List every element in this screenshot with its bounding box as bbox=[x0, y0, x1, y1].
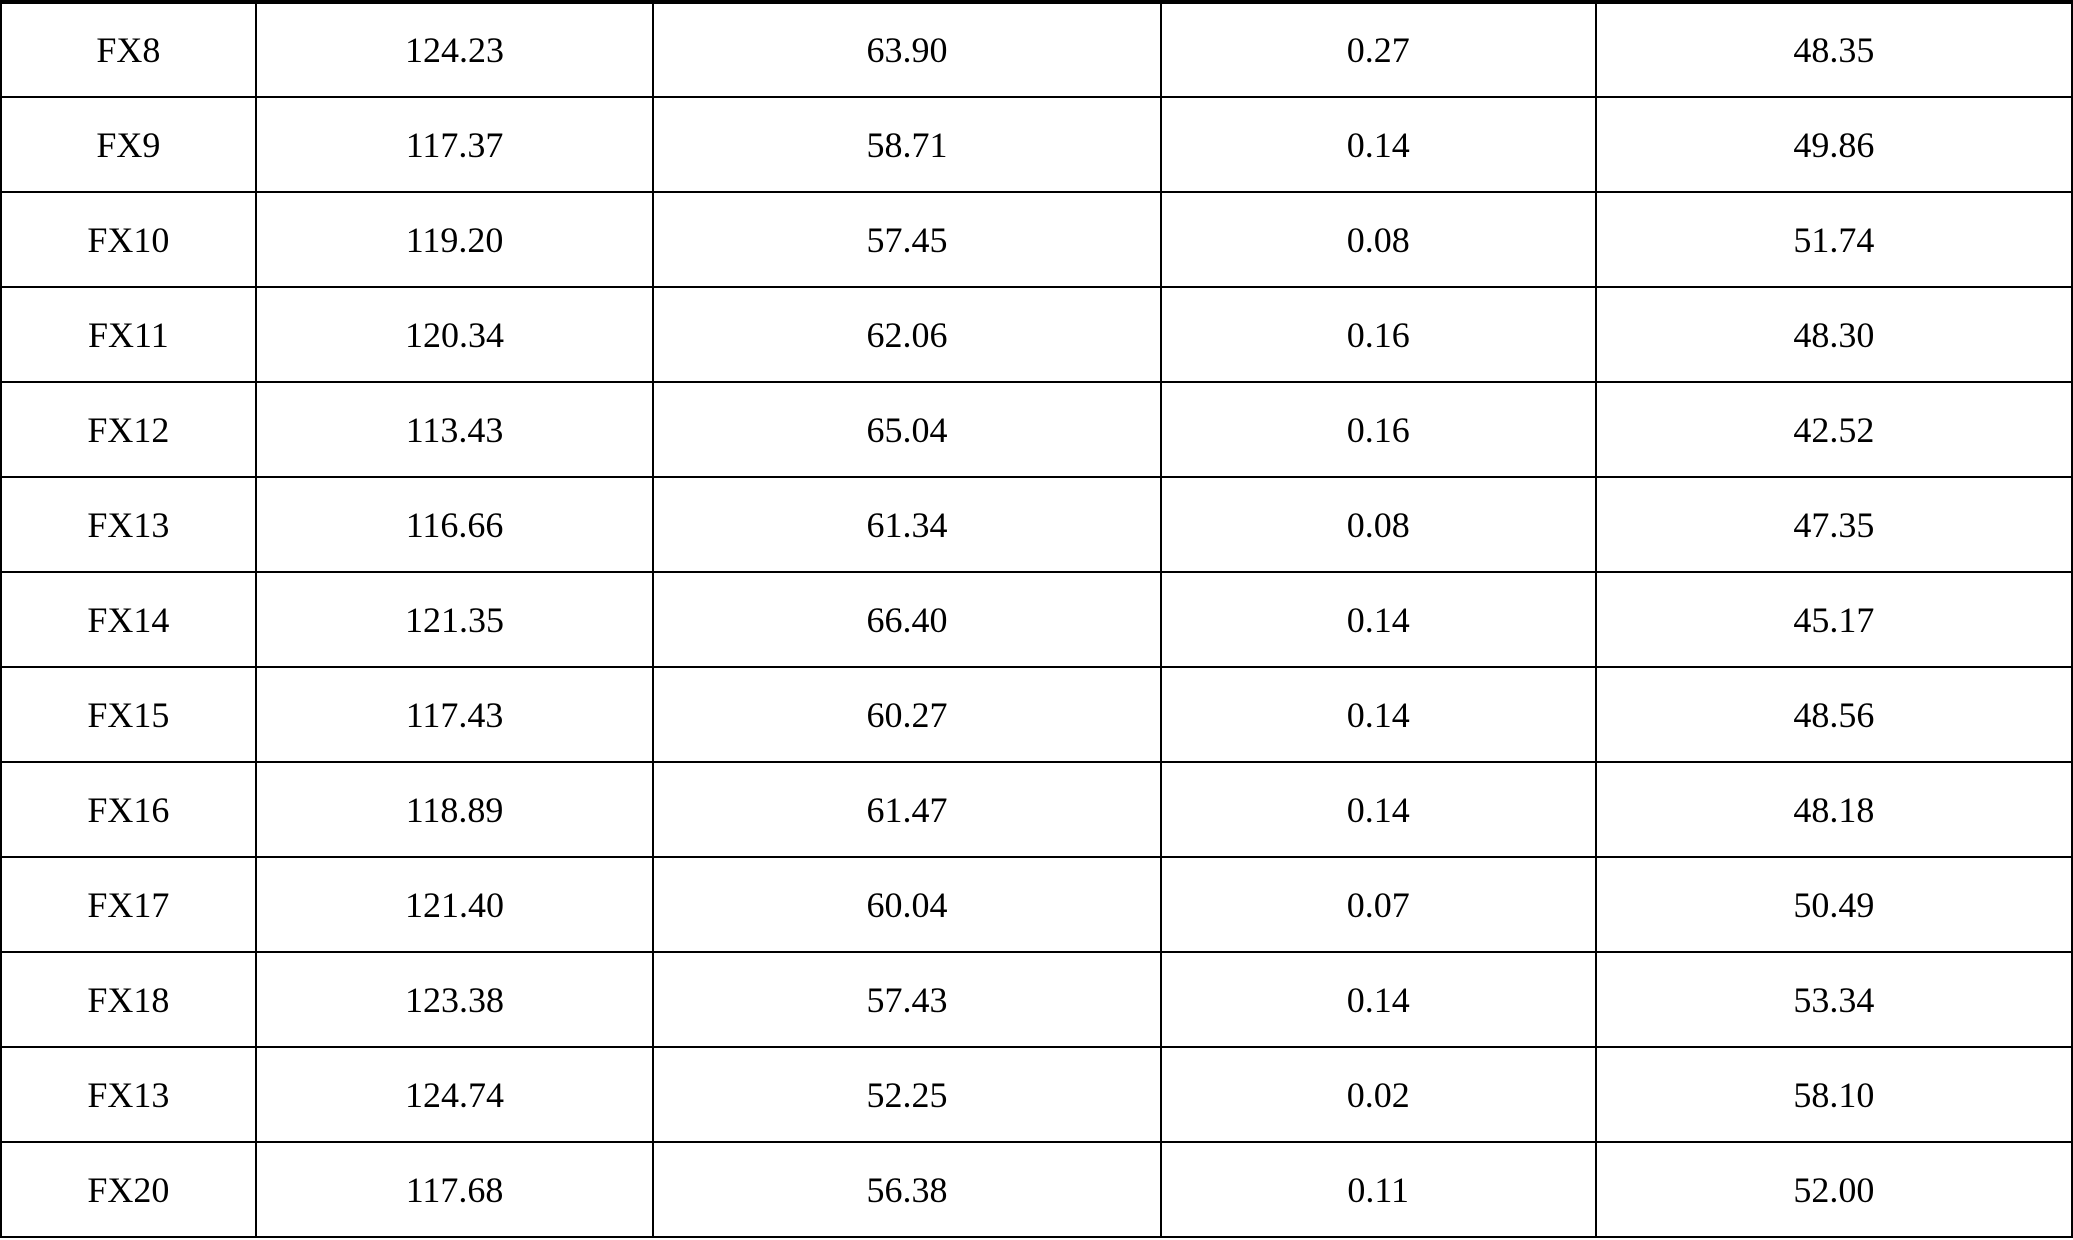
table-row: FX16118.8961.470.1448.18 bbox=[1, 762, 2072, 857]
table-cell: 53.34 bbox=[1596, 952, 2072, 1047]
table-cell: 61.47 bbox=[653, 762, 1160, 857]
table-cell: 0.14 bbox=[1161, 572, 1596, 667]
table-row: FX9117.3758.710.1449.86 bbox=[1, 97, 2072, 192]
table-cell: FX13 bbox=[1, 1047, 256, 1142]
table-cell: 119.20 bbox=[256, 192, 654, 287]
table-cell: 0.16 bbox=[1161, 287, 1596, 382]
table-cell: FX20 bbox=[1, 1142, 256, 1237]
table-cell: 48.35 bbox=[1596, 2, 2072, 97]
table-cell: FX10 bbox=[1, 192, 256, 287]
table-cell: FX11 bbox=[1, 287, 256, 382]
table-cell: 56.38 bbox=[653, 1142, 1160, 1237]
table-cell: 0.16 bbox=[1161, 382, 1596, 477]
table-cell: 124.23 bbox=[256, 2, 654, 97]
table-cell: 49.86 bbox=[1596, 97, 2072, 192]
table-cell: FX15 bbox=[1, 667, 256, 762]
data-table-wrapper: FX8124.2363.900.2748.35FX9117.3758.710.1… bbox=[0, 0, 2073, 1238]
table-cell: FX13 bbox=[1, 477, 256, 572]
table-row: FX15117.4360.270.1448.56 bbox=[1, 667, 2072, 762]
table-cell: 120.34 bbox=[256, 287, 654, 382]
table-cell: 62.06 bbox=[653, 287, 1160, 382]
table-cell: 42.52 bbox=[1596, 382, 2072, 477]
table-cell: 60.27 bbox=[653, 667, 1160, 762]
table-cell: 117.68 bbox=[256, 1142, 654, 1237]
table-cell: 113.43 bbox=[256, 382, 654, 477]
table-cell: 65.04 bbox=[653, 382, 1160, 477]
table-cell: 47.35 bbox=[1596, 477, 2072, 572]
table-cell: 124.74 bbox=[256, 1047, 654, 1142]
table-cell: 60.04 bbox=[653, 857, 1160, 952]
table-cell: 0.14 bbox=[1161, 97, 1596, 192]
table-row: FX13124.7452.250.0258.10 bbox=[1, 1047, 2072, 1142]
table-cell: 123.38 bbox=[256, 952, 654, 1047]
table-cell: 0.08 bbox=[1161, 477, 1596, 572]
table-cell: 0.14 bbox=[1161, 762, 1596, 857]
table-cell: 0.08 bbox=[1161, 192, 1596, 287]
table-cell: 116.66 bbox=[256, 477, 654, 572]
table-cell: 51.74 bbox=[1596, 192, 2072, 287]
table-row: FX14121.3566.400.1445.17 bbox=[1, 572, 2072, 667]
table-row: FX17121.4060.040.0750.49 bbox=[1, 857, 2072, 952]
table-body: FX8124.2363.900.2748.35FX9117.3758.710.1… bbox=[1, 2, 2072, 1237]
table-cell: 45.17 bbox=[1596, 572, 2072, 667]
table-cell: 0.14 bbox=[1161, 952, 1596, 1047]
table-cell: 48.30 bbox=[1596, 287, 2072, 382]
table-row: FX18123.3857.430.1453.34 bbox=[1, 952, 2072, 1047]
table-cell: 117.37 bbox=[256, 97, 654, 192]
table-cell: 57.45 bbox=[653, 192, 1160, 287]
data-table: FX8124.2363.900.2748.35FX9117.3758.710.1… bbox=[0, 0, 2073, 1238]
table-cell: 61.34 bbox=[653, 477, 1160, 572]
table-cell: 52.00 bbox=[1596, 1142, 2072, 1237]
table-row: FX8124.2363.900.2748.35 bbox=[1, 2, 2072, 97]
table-cell: 57.43 bbox=[653, 952, 1160, 1047]
table-cell: 0.14 bbox=[1161, 667, 1596, 762]
table-row: FX11120.3462.060.1648.30 bbox=[1, 287, 2072, 382]
table-cell: 117.43 bbox=[256, 667, 654, 762]
table-cell: FX9 bbox=[1, 97, 256, 192]
table-cell: 121.40 bbox=[256, 857, 654, 952]
table-cell: FX18 bbox=[1, 952, 256, 1047]
table-cell: FX8 bbox=[1, 2, 256, 97]
table-cell: FX14 bbox=[1, 572, 256, 667]
table-cell: 0.02 bbox=[1161, 1047, 1596, 1142]
table-row: FX10119.2057.450.0851.74 bbox=[1, 192, 2072, 287]
table-cell: FX17 bbox=[1, 857, 256, 952]
table-cell: 0.07 bbox=[1161, 857, 1596, 952]
table-cell: 52.25 bbox=[653, 1047, 1160, 1142]
table-row: FX12113.4365.040.1642.52 bbox=[1, 382, 2072, 477]
table-cell: 48.56 bbox=[1596, 667, 2072, 762]
table-cell: FX12 bbox=[1, 382, 256, 477]
table-cell: 63.90 bbox=[653, 2, 1160, 97]
table-cell: 48.18 bbox=[1596, 762, 2072, 857]
table-cell: FX16 bbox=[1, 762, 256, 857]
table-cell: 66.40 bbox=[653, 572, 1160, 667]
table-cell: 58.10 bbox=[1596, 1047, 2072, 1142]
table-cell: 58.71 bbox=[653, 97, 1160, 192]
table-cell: 50.49 bbox=[1596, 857, 2072, 952]
table-cell: 118.89 bbox=[256, 762, 654, 857]
table-row: FX13116.6661.340.0847.35 bbox=[1, 477, 2072, 572]
table-cell: 0.27 bbox=[1161, 2, 1596, 97]
table-row: FX20117.6856.380.1152.00 bbox=[1, 1142, 2072, 1237]
table-cell: 121.35 bbox=[256, 572, 654, 667]
table-cell: 0.11 bbox=[1161, 1142, 1596, 1237]
